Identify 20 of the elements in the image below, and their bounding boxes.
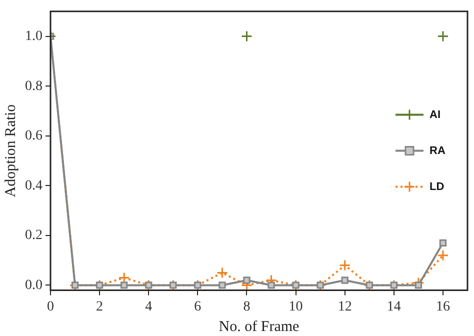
x-axis-title: No. of Frame [218, 318, 300, 335]
x-tick-label: 2 [96, 299, 104, 314]
y-axis-title: Adoption Ratio [2, 104, 19, 198]
y-tick-label: 0.4 [25, 178, 42, 194]
y-tick-label: 0.2 [25, 228, 42, 244]
legend-label: AI [430, 108, 440, 121]
x-tick-label: 16 [436, 299, 450, 314]
x-tick-label: 10 [288, 299, 303, 314]
x-tick-label: 14 [386, 299, 401, 314]
y-tick-label: 0.0 [25, 278, 42, 293]
x-tick-label: 4 [145, 299, 152, 314]
legend-label: RA [430, 144, 446, 157]
x-tick-label: 8 [243, 299, 250, 314]
x-tick-label: 12 [338, 299, 352, 314]
x-tick-label: 0 [47, 299, 54, 314]
y-tick-label: 0.6 [25, 128, 42, 144]
x-tick-label: 6 [194, 299, 202, 314]
y-tick-label: 0.8 [25, 78, 42, 94]
legend-label: LD [430, 180, 444, 193]
y-tick-label: 1.0 [25, 28, 42, 44]
